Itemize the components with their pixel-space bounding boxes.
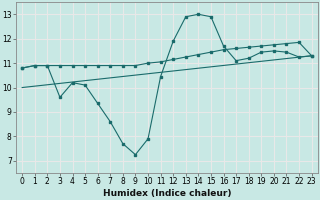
X-axis label: Humidex (Indice chaleur): Humidex (Indice chaleur) <box>103 189 231 198</box>
